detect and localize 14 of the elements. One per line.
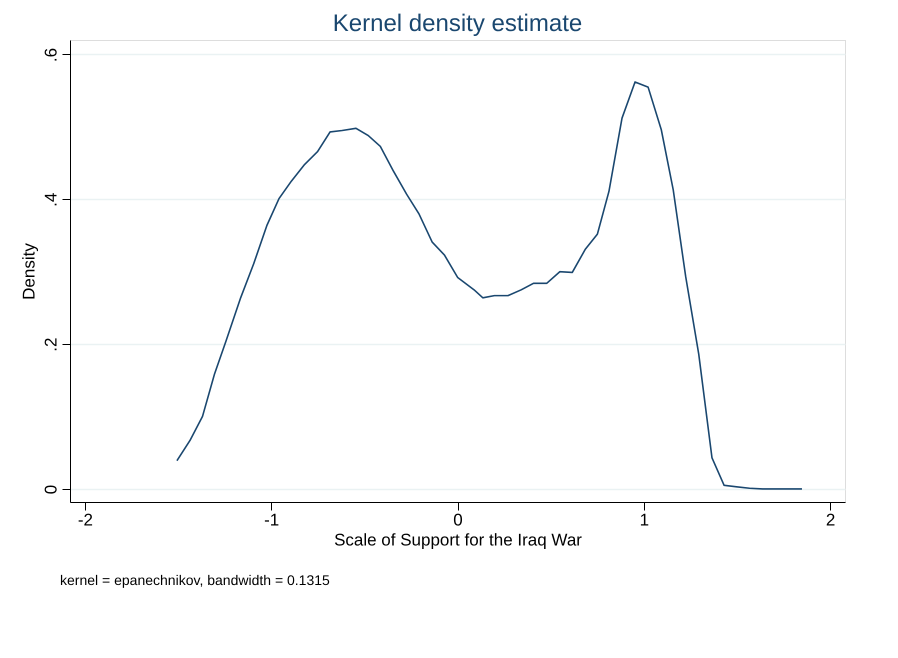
chart-title: Kernel density estimate: [332, 10, 582, 37]
x-tick-label: 1: [640, 510, 650, 530]
line-series: [176, 81, 803, 490]
y-axis-title: Density: [20, 242, 38, 300]
x-tick-label: -1: [264, 510, 280, 530]
y-tick-label: .2: [42, 338, 60, 352]
y-tick-label: .4: [42, 192, 60, 207]
y-tick-label: 0: [42, 484, 60, 494]
text: kernel = epanechnikov, bandwidth = 0.1315: [60, 572, 330, 588]
x-tick-label: -2: [78, 510, 93, 530]
x-tick-label: 2: [826, 510, 836, 530]
x-tick-label: 0: [453, 510, 463, 530]
y-tick-label: .6: [42, 48, 60, 62]
x-axis-title: Scale of Support for the Iraq War: [334, 530, 582, 550]
